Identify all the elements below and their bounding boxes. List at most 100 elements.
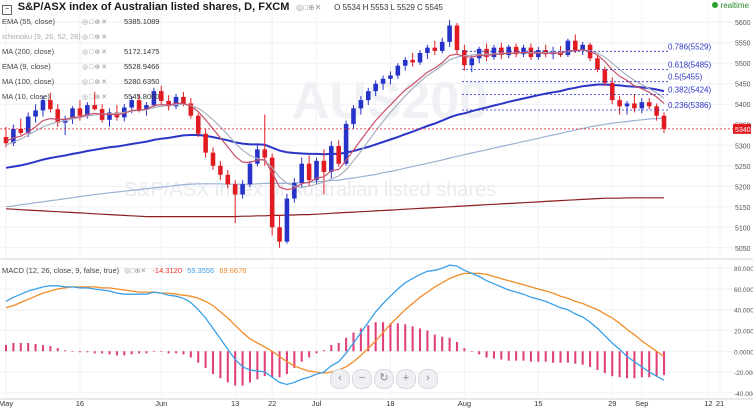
candle-body <box>654 106 659 116</box>
indicator-row-ma100[interactable]: MA (100, close) ◎□⊕✕ 5280.6350 <box>2 74 159 89</box>
macd-hist-bar <box>559 351 562 363</box>
macd-line-value: 55.3556 <box>187 266 215 275</box>
y-axis-background <box>733 0 753 408</box>
indicator-row-ema9[interactable]: EMA (9, close) ◎□⊕✕ 5528.9466 <box>2 59 159 74</box>
indicator-controls[interactable]: ◎□⊕✕ <box>82 94 109 101</box>
macd-hist-bar <box>64 350 67 352</box>
macd-hist-bar <box>278 351 281 378</box>
macd-hist-bar <box>152 351 155 352</box>
settings-icons[interactable]: ◎□⊕✕ <box>296 3 322 12</box>
price-tick-label: 5150 <box>735 205 751 212</box>
indicator-name: MA (200, close) <box>2 47 55 56</box>
indicator-controls[interactable]: ◎□⊕✕ <box>82 79 109 86</box>
macd-hist-bar <box>529 351 532 362</box>
macd-hist-bar <box>574 351 577 364</box>
macd-hist-bar <box>507 351 510 361</box>
indicator-row-ichimoku[interactable]: Ichimoku (9, 26, 52, 26)◎□⊕✕ <box>2 29 159 44</box>
indicator-row-ema55[interactable]: EMA (55, close) ◎□⊕✕ 5385.1089 <box>2 14 159 29</box>
indicator-row-ma10[interactable]: MA (10, close) ◎□⊕✕ 5545.8000 <box>2 89 159 104</box>
price-tick-label: 5400 <box>735 102 751 109</box>
indicator-name: MA (100, close) <box>2 77 55 86</box>
indicator-controls[interactable]: ◎□⊕✕ <box>82 64 109 71</box>
indicator-row-ma200[interactable]: MA (200, close) ◎□⊕✕ 5172.1475 <box>2 44 159 59</box>
candle-body <box>306 163 312 181</box>
candle-body <box>292 182 297 199</box>
macd-hist-bar <box>655 351 658 377</box>
macd-hist-bar <box>34 344 37 352</box>
macd-hist-bar <box>367 325 370 352</box>
macd-header: MACD (12, 26, close, 9, false, true) ◎□⊕… <box>2 266 246 275</box>
indicator-controls[interactable]: ◎□⊕✕ <box>82 34 109 41</box>
macd-hist-bar <box>374 322 377 352</box>
macd-hist-bar <box>197 351 200 363</box>
macd-hist-bar <box>589 351 592 367</box>
macd-hist-bar <box>418 328 422 352</box>
scroll-right-button[interactable]: › <box>418 369 438 389</box>
scroll-left-button[interactable]: ‹ <box>330 369 350 389</box>
macd-tick-label: 60.0000 <box>734 287 753 294</box>
chart-header: − S&P/ASX index of Australian listed sha… <box>2 1 443 15</box>
fib-level-label: 0.5(5455) <box>668 73 703 82</box>
macd-hist-bar <box>581 351 584 365</box>
candle-body <box>602 69 608 83</box>
time-tick-label: May <box>0 399 13 408</box>
candle-body <box>210 152 216 166</box>
candle-body <box>40 100 46 111</box>
time-tick-label: 29 <box>608 399 616 408</box>
candle-body <box>70 108 75 119</box>
candle-body <box>521 47 526 55</box>
candle-body <box>18 128 24 133</box>
candle-body <box>195 115 201 134</box>
collapse-icon[interactable]: − <box>2 5 12 15</box>
candle-body <box>373 83 378 92</box>
candle-body <box>358 100 364 109</box>
macd-hist-bar <box>633 351 636 379</box>
macd-hist-bar <box>300 351 303 362</box>
candle-body <box>646 102 652 107</box>
candle-body <box>151 91 157 106</box>
price-tick-label: 5600 <box>735 20 751 27</box>
macd-line <box>5 264 665 386</box>
macd-hist-bar <box>455 341 459 352</box>
indicator-controls[interactable]: ◎□⊕✕ <box>82 49 109 56</box>
reset-button[interactable]: ↻ <box>374 369 394 389</box>
candle-body <box>284 198 290 242</box>
candle-body <box>624 103 630 107</box>
candle-body <box>432 47 438 51</box>
macd-tick-label: 20.0000 <box>734 329 753 336</box>
macd-hist-bar <box>640 351 643 378</box>
macd-hist-bar <box>263 351 266 377</box>
candle-body <box>55 109 61 123</box>
time-tick-label: 12 <box>704 399 712 408</box>
current-price-label: 5340 <box>735 127 751 134</box>
candle-body <box>632 103 637 109</box>
candle-body <box>661 115 667 129</box>
zoom-in-button[interactable]: + <box>396 369 416 389</box>
indicator-name: EMA (9, close) <box>2 62 51 71</box>
indicator-controls[interactable]: ◎□⊕✕ <box>124 268 147 275</box>
macd-hist-bar <box>662 351 666 376</box>
macd-tick-label: -40.0000 <box>734 391 753 398</box>
watermark-text: S&P/ASX index of Australian listed share… <box>124 179 496 201</box>
indicator-name: EMA (55, close) <box>2 17 55 26</box>
candle-body <box>639 102 645 109</box>
candle-body <box>25 116 31 133</box>
macd-hist-bar <box>441 336 444 352</box>
macd-hist-bar <box>86 351 89 353</box>
macd-hist-bar <box>359 328 362 352</box>
macd-hist-bar <box>478 351 481 355</box>
candle-body <box>395 65 401 76</box>
indicator-controls[interactable]: ◎□⊕✕ <box>82 19 109 26</box>
fib-level-label: 0.786(5529) <box>668 42 711 51</box>
time-tick-label: 13 <box>231 399 239 408</box>
macd-hist-bar <box>522 351 525 361</box>
zoom-out-button[interactable]: − <box>352 369 372 389</box>
macd-hist-bar <box>552 351 555 363</box>
indicator-name: Ichimoku (9, 26, 52, 26) <box>2 32 81 41</box>
candle-body <box>129 100 134 108</box>
macd-tick-label: 80.0000 <box>734 266 753 273</box>
macd-hist-bar <box>603 351 606 374</box>
candle-body <box>107 112 112 120</box>
